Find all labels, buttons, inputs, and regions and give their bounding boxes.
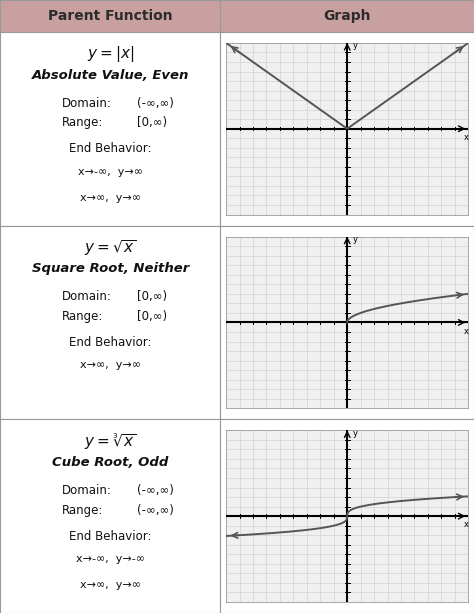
Text: Domain:: Domain: (62, 291, 111, 303)
Text: x: x (464, 133, 469, 142)
Text: Range:: Range: (62, 310, 103, 323)
Text: Domain:: Domain: (62, 484, 111, 497)
Text: y: y (353, 428, 358, 438)
Text: [0,∞): [0,∞) (137, 116, 167, 129)
Text: [0,∞): [0,∞) (137, 310, 167, 323)
Text: (-∞,∞): (-∞,∞) (137, 484, 173, 497)
Text: x: x (464, 327, 469, 335)
Text: Absolute Value, Even: Absolute Value, Even (31, 69, 189, 82)
Text: x→∞,  y→∞: x→∞, y→∞ (80, 360, 141, 370)
Text: $y=\sqrt{x}$: $y=\sqrt{x}$ (84, 238, 137, 258)
Text: Cube Root, Odd: Cube Root, Odd (52, 456, 168, 469)
Text: End Behavior:: End Behavior: (69, 336, 152, 349)
Text: Domain:: Domain: (62, 97, 111, 110)
Text: [0,∞): [0,∞) (137, 291, 167, 303)
Text: x→∞,  y→∞: x→∞, y→∞ (80, 580, 141, 590)
Text: x→-∞,  y→∞: x→-∞, y→∞ (78, 167, 143, 177)
Text: $y=\sqrt[3]{x}$: $y=\sqrt[3]{x}$ (84, 432, 137, 452)
Text: Graph: Graph (323, 9, 371, 23)
Text: (-∞,∞): (-∞,∞) (137, 97, 173, 110)
Text: End Behavior:: End Behavior: (69, 142, 152, 155)
Text: Square Root, Neither: Square Root, Neither (32, 262, 189, 275)
Text: x: x (464, 520, 469, 529)
Text: y: y (353, 235, 358, 244)
Text: (-∞,∞): (-∞,∞) (137, 503, 173, 517)
Text: y: y (353, 41, 358, 50)
Text: x→-∞,  y→-∞: x→-∞, y→-∞ (76, 554, 145, 564)
Text: End Behavior:: End Behavior: (69, 530, 152, 543)
Text: x→∞,  y→∞: x→∞, y→∞ (80, 192, 141, 203)
Text: Range:: Range: (62, 116, 103, 129)
Text: Parent Function: Parent Function (48, 9, 173, 23)
Text: Range:: Range: (62, 503, 103, 517)
Text: $y=|x|$: $y=|x|$ (86, 45, 134, 64)
